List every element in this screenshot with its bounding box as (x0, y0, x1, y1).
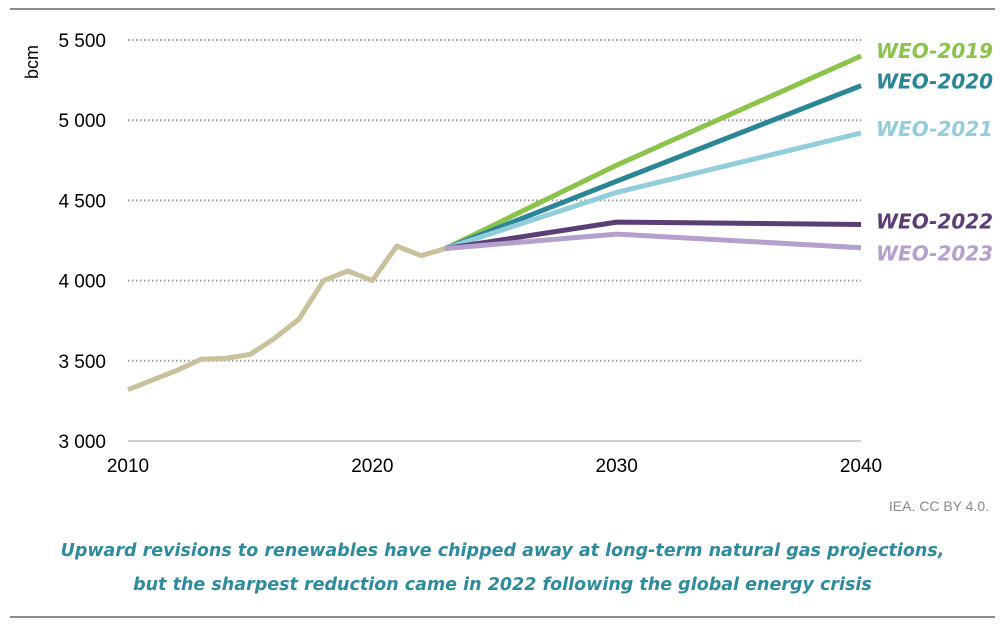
bottom-rule (10, 616, 995, 618)
series-line-weo-2023 (445, 231, 862, 251)
y-tick-label: 5 000 (58, 111, 106, 132)
x-tick-labels: 2010 2020 2030 2040 (107, 456, 882, 477)
y-tick-label: 3 000 (58, 432, 106, 453)
series-line-weo-2019 (444, 53, 863, 251)
series-line-weo-2021 (444, 130, 862, 251)
x-tick-label: 2010 (107, 456, 149, 477)
y-tick-label: 4 500 (58, 191, 106, 212)
series-line-weo-2020 (444, 83, 862, 251)
series-label-weo-2020: WEO-2020 (876, 70, 993, 94)
y-tick-label: 3 500 (58, 352, 106, 373)
series-line-weo-2022 (445, 219, 862, 251)
series-label-weo-2019: WEO-2019 (876, 39, 993, 63)
series-lines (127, 53, 863, 393)
series-line-historical (127, 243, 447, 393)
x-tick-label: 2020 (351, 456, 393, 477)
y-tick-label: 5 500 (58, 31, 106, 52)
y-tick-labels: 3 000 3 500 4 000 4 500 5 000 5 500 (58, 31, 106, 453)
series-label-weo-2023: WEO-2023 (876, 242, 993, 266)
series-label-weo-2021: WEO-2021 (876, 117, 993, 141)
top-rule (10, 8, 995, 10)
caption-line-2: but the sharpest reduction came in 2022 … (133, 575, 872, 595)
x-tick-label: 2030 (596, 456, 638, 477)
x-tick-label: 2040 (840, 456, 882, 477)
credit-text: IEA. CC BY 4.0. (888, 498, 989, 514)
y-tick-label: 4 000 (58, 272, 106, 293)
gridlines (128, 39, 861, 362)
y-axis-label: bcm (22, 45, 42, 79)
caption-line-1: Upward revisions to renewables have chip… (60, 541, 945, 561)
series-labels: WEO-2019 WEO-2020 WEO-2021 WEO-2022 WEO-2023 (876, 39, 993, 266)
series-label-weo-2022: WEO-2022 (876, 209, 993, 233)
